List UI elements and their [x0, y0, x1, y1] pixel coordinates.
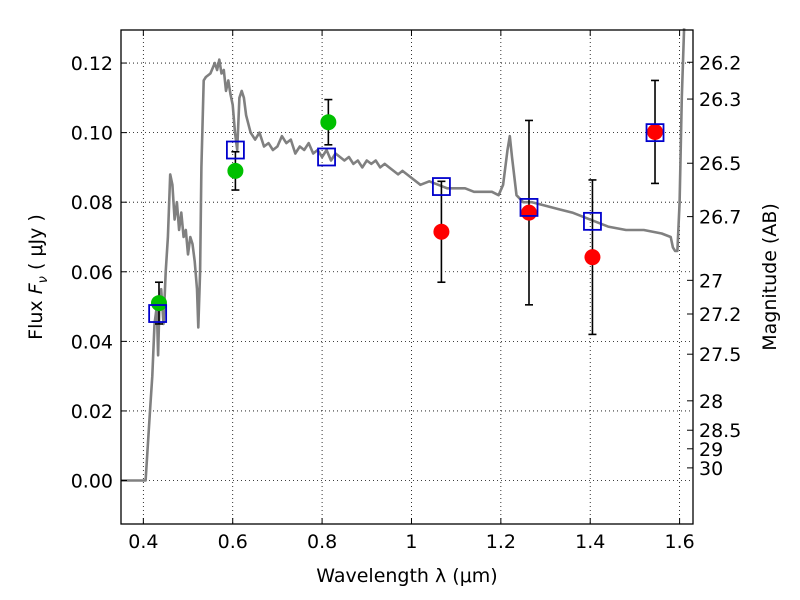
y2-tick-label: 27.5 [699, 344, 741, 366]
y2-axis-label: Magnitude (AB) [759, 203, 781, 351]
x-tick-label: 1 [405, 531, 417, 553]
x-axis-ticks: 0.4 0.6 0.8 1 1.2 1.4 1.6 [128, 30, 695, 553]
red-data-point [520, 204, 537, 221]
y-axis-label-subscript: ν [36, 276, 51, 283]
plot-background [121, 30, 693, 524]
y2-tick-label: 26.2 [699, 52, 741, 74]
y-tick-label: 0.08 [71, 192, 113, 214]
y2-tick-label: 26.5 [699, 153, 741, 175]
model-photometry-square [519, 198, 539, 217]
y-tick-label: 0.06 [71, 262, 113, 284]
y2-tick-label: 28 [699, 391, 723, 413]
model-photometry-square [583, 211, 602, 231]
y2-tick-label: 26.7 [699, 207, 741, 229]
green-data-point [227, 162, 244, 179]
y-tick-label: 0.02 [71, 401, 113, 423]
y-axis-label-suffix: ( μJy ) [25, 214, 47, 276]
y2-tick-label: 30 [699, 458, 723, 480]
x-tick-label: 0.8 [307, 531, 337, 553]
x-tick-label: 1.2 [486, 531, 516, 553]
x-tick-label: 0.6 [218, 531, 248, 553]
model-photometry-square [148, 304, 168, 323]
model-photometry-square [645, 123, 665, 143]
y2-tick-label: 27 [699, 270, 723, 292]
y2-tick-label: 26.3 [699, 89, 741, 111]
x-axis-label: Wavelength λ (μm) [316, 565, 497, 587]
data-markers [148, 114, 665, 323]
grid [121, 30, 693, 524]
model-spectrum-layer [121, 28, 686, 482]
y-axis-label: Flux Fν ( μJy ) [25, 214, 51, 340]
y-tick-label: 0.04 [71, 331, 113, 353]
x-tick-label: 1.6 [664, 531, 694, 553]
y2-tick-label: 28.5 [699, 420, 741, 442]
green-data-point [150, 295, 167, 312]
y-axis-ticks: 0.00 0.02 0.04 0.06 0.08 0.10 0.12 [71, 53, 127, 493]
y2-tick-label: 27.2 [699, 304, 741, 326]
red-data-point [584, 249, 601, 266]
y-tick-label: 0.00 [71, 471, 113, 493]
model-photometry-square [432, 177, 451, 196]
red-data-point [647, 123, 664, 140]
y2-tick-label: 29 [699, 439, 723, 461]
green-data-point [320, 114, 337, 131]
x-tick-label: 1.4 [575, 531, 605, 553]
y-axis-label-symbol: F [25, 282, 47, 294]
y-tick-label: 0.12 [71, 53, 113, 75]
x-tick-label: 0.4 [128, 531, 158, 553]
red-data-point [433, 223, 450, 240]
y-axis-label-prefix: Flux [25, 294, 47, 340]
model-photometry-square [317, 147, 336, 167]
y-tick-label: 0.10 [71, 123, 113, 145]
model-photometry-square [225, 140, 245, 160]
plot-frame [120, 29, 694, 525]
model-spectrum-line [121, 28, 686, 482]
